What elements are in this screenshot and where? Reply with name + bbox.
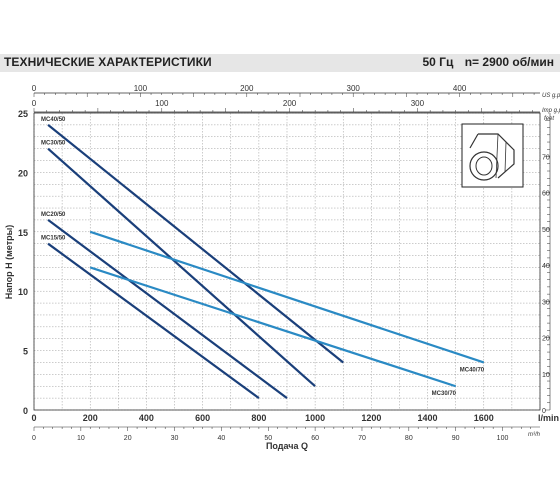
x-tick-label: 600 xyxy=(195,413,210,423)
imp-gpm-tick-label: 100 xyxy=(155,99,169,108)
m3h-tick-label: 40 xyxy=(218,435,226,442)
us-gpm-tick-label: 300 xyxy=(347,84,361,93)
curve-mc15-50 xyxy=(47,242,260,400)
pump-icon-edge xyxy=(495,133,499,179)
feet-tick-label: 10 xyxy=(542,372,550,379)
m3h-axis-label: m³/h xyxy=(528,432,541,438)
y-tick-label: 5 xyxy=(23,347,28,357)
imp-gpm-tick-label: 300 xyxy=(411,99,425,108)
feet-tick-label: 60 xyxy=(542,191,550,198)
us-gpm-tick-label: 200 xyxy=(240,84,254,93)
us-gpm-tick-label: 0 xyxy=(32,84,37,93)
y-tick-label: 25 xyxy=(18,109,28,119)
frequency-label: 50 Гц xyxy=(422,55,454,69)
us-gpm-axis-label: US g.p.m. xyxy=(542,93,560,99)
curve-mc40-70 xyxy=(89,230,485,364)
header-band xyxy=(0,54,560,72)
feet-tick-label: 0 xyxy=(542,408,546,415)
pump-icon-outlet xyxy=(475,156,493,176)
x-tick-label: 800 xyxy=(251,413,266,423)
feet-tick-label: 30 xyxy=(542,299,550,306)
x-tick-label: 1200 xyxy=(361,413,381,423)
y-tick-label: 20 xyxy=(18,168,28,178)
m3h-tick-label: 0 xyxy=(32,435,36,442)
m3h-tick-label: 10 xyxy=(77,435,85,442)
x-tick-label: 1400 xyxy=(418,413,438,423)
series-label: MC15/50 xyxy=(41,236,66,242)
x-axis-title: Подача Q xyxy=(266,441,308,451)
page-title: ТЕХНИЧЕСКИЕ ХАРАКТЕРИСТИКИ xyxy=(4,55,212,69)
pump-outline-icon xyxy=(461,123,524,188)
feet-tick-label: 70 xyxy=(542,155,550,162)
spec-info: 50 Гц n= 2900 об/мин xyxy=(415,55,555,69)
imp-gpm-tick-label: 200 xyxy=(283,99,297,108)
series-label: MC40/70 xyxy=(460,367,485,373)
y-axis-title: Напор H (метры) xyxy=(4,225,14,300)
m3h-tick-label: 90 xyxy=(452,435,460,442)
x-tick-label: 400 xyxy=(139,413,154,423)
feet-tick-label: 40 xyxy=(542,263,550,270)
imp-gpm-tick-label: 0 xyxy=(32,99,37,108)
plot-frame xyxy=(33,112,541,411)
feet-tick-label: 50 xyxy=(542,227,550,234)
x-axis-unit: l/min xyxy=(538,413,559,423)
m3h-tick-label: 50 xyxy=(264,435,272,442)
series-label: MC20/50 xyxy=(41,212,66,218)
curve-mc30-50 xyxy=(47,147,316,388)
x-tick-label: 200 xyxy=(83,413,98,423)
feet-axis-label: feet xyxy=(544,116,554,122)
m3h-tick-label: 20 xyxy=(124,435,132,442)
imp-gpm-axis-label: Imp g.p.m. xyxy=(542,108,560,114)
feet-tick-label: 20 xyxy=(542,336,550,343)
pump-icon-body xyxy=(469,133,515,179)
curve-mc40-50 xyxy=(47,124,344,364)
us-gpm-tick-label: 400 xyxy=(453,84,467,93)
speed-label: n= 2900 об/мин xyxy=(464,55,554,69)
series-label: MC30/70 xyxy=(432,391,457,397)
m3h-tick-label: 80 xyxy=(405,435,413,442)
x-tick-label: 1000 xyxy=(305,413,325,423)
x-tick-label: 0 xyxy=(31,413,36,423)
m3h-tick-label: 30 xyxy=(171,435,179,442)
x-tick-label: 1600 xyxy=(474,413,494,423)
pump-icon-rib xyxy=(504,141,507,173)
curve-mc30-70 xyxy=(89,266,457,388)
y-tick-label: 15 xyxy=(18,228,28,238)
pump-icon-flange xyxy=(469,151,499,181)
m3h-tick-label: 60 xyxy=(311,435,319,442)
y-tick-label: 0 xyxy=(23,406,28,416)
y-tick-label: 10 xyxy=(18,287,28,297)
series-label: MC30/50 xyxy=(41,141,66,147)
us-gpm-tick-label: 100 xyxy=(134,84,148,93)
m3h-tick-label: 70 xyxy=(358,435,366,442)
curve-mc20-50 xyxy=(47,219,288,400)
series-label: MC40/50 xyxy=(41,117,66,123)
m3h-tick-label: 100 xyxy=(497,435,509,442)
